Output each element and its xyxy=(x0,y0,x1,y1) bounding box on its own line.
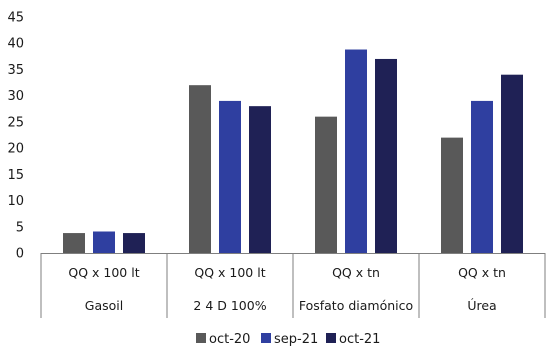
bar-oct-21 xyxy=(375,58,397,254)
bar-oct-21 xyxy=(249,106,271,254)
y-tick-label: 20 xyxy=(7,142,24,157)
bar-oct-20 xyxy=(441,137,463,253)
y-tick-label: 30 xyxy=(7,89,24,104)
bar-sep-21 xyxy=(345,49,367,253)
legend-label-oct-21: oct-21 xyxy=(339,332,380,347)
category-unit-label: QQ x 100 lt xyxy=(68,265,139,280)
legend-label-sep-21: sep-21 xyxy=(274,332,318,347)
bar-oct-20 xyxy=(63,233,85,253)
category-name-label: Gasoil xyxy=(85,298,123,313)
y-tick-label: 35 xyxy=(7,63,24,78)
category-unit-label: QQ x 100 lt xyxy=(194,265,265,280)
category-name-label: Fosfato diamónico xyxy=(299,298,413,313)
y-tick-label: 45 xyxy=(7,11,24,26)
bar-oct-21 xyxy=(123,233,145,253)
category-unit-label: QQ x tn xyxy=(332,265,380,280)
bar-sep-21 xyxy=(93,231,115,253)
category-name-label: Úrea xyxy=(467,298,496,313)
category-name-label: 2 4 D 100% xyxy=(193,298,266,313)
y-tick-label: 15 xyxy=(7,168,24,183)
y-tick-label: 10 xyxy=(7,194,24,209)
y-tick-label: 25 xyxy=(7,115,24,130)
y-axis: 0 5 10 15 20 25 30 35 40 45 xyxy=(7,11,24,262)
y-tick-label: 40 xyxy=(7,37,24,52)
bar-oct-20 xyxy=(315,116,337,254)
legend-swatch-oct-21 xyxy=(326,333,336,343)
category-unit-label: QQ x tn xyxy=(458,265,506,280)
legend-label-oct-20: oct-20 xyxy=(209,332,250,347)
x-axis: QQ x 100 lt Gasoil QQ x 100 lt 2 4 D 100% QQ… xyxy=(40,253,546,318)
bar-sep-21 xyxy=(219,100,241,254)
y-tick-label: 0 xyxy=(16,247,24,262)
legend: oct-20 sep-21 oct-21 xyxy=(196,332,380,347)
bar-oct-21 xyxy=(501,74,523,253)
legend-swatch-oct-20 xyxy=(196,333,206,343)
bars xyxy=(63,49,523,254)
y-tick-label: 5 xyxy=(16,220,24,235)
bar-oct-20 xyxy=(189,85,211,253)
bar-sep-21 xyxy=(471,100,493,254)
legend-swatch-sep-21 xyxy=(261,333,271,343)
